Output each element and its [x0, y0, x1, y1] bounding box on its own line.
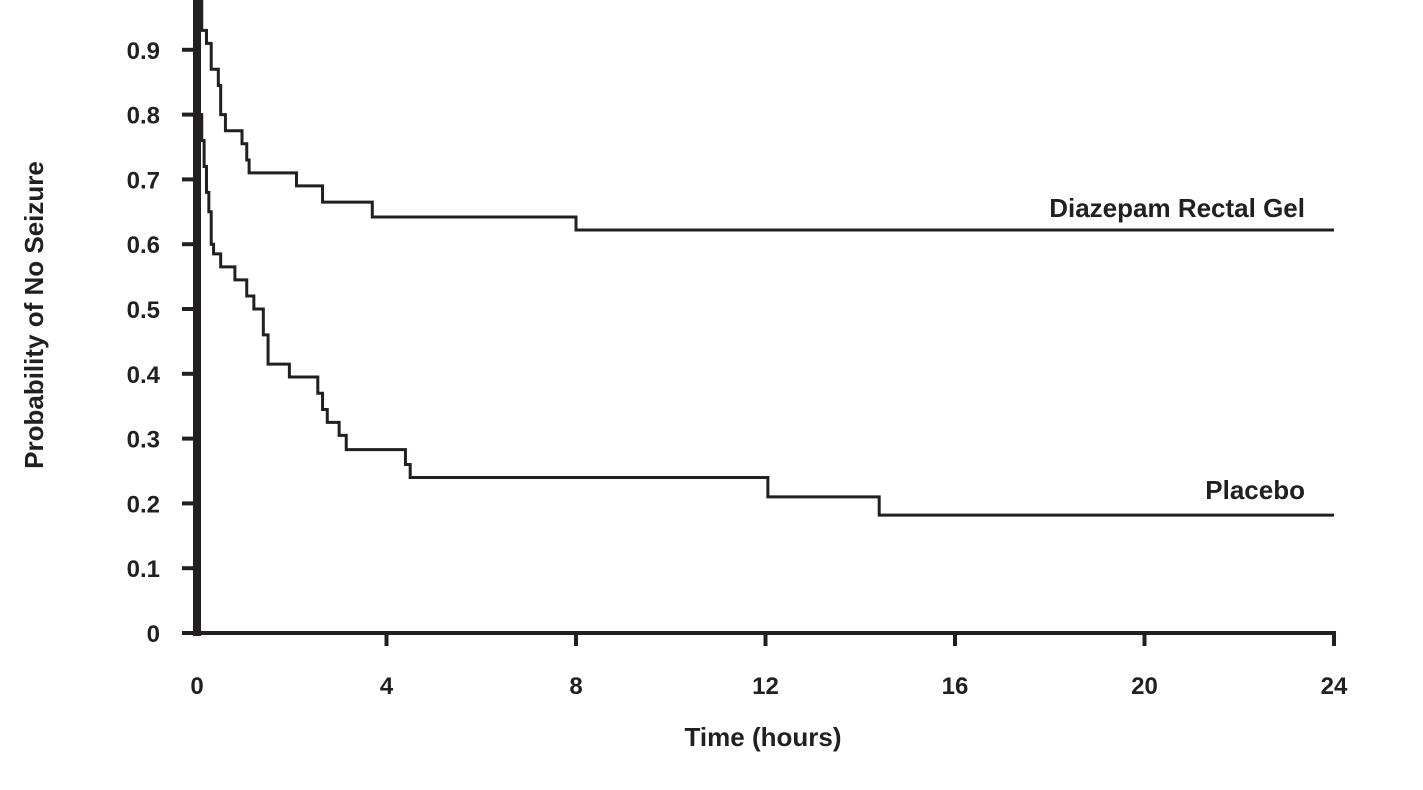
x-tick-label: 20: [1131, 673, 1158, 700]
y-axis-ticks: 0 0.1 0.2 0.3 0.4 0.5 0.6 0.7 0.8 0.9: [127, 38, 197, 648]
x-tick-label: 12: [752, 673, 779, 700]
series-label-placebo: Placebo: [1205, 475, 1305, 505]
series-label-diazepam-rectal-gel: Diazepam Rectal Gel: [1049, 193, 1305, 223]
x-axis-ticks: 0 4 8 12 16 20 24: [190, 633, 1348, 700]
y-tick-label: 0.2: [127, 491, 160, 518]
series-lines: [197, 0, 1334, 517]
x-tick-label: 24: [1321, 673, 1348, 700]
series-line-diazepam-rectal-gel: [200, 0, 1334, 232]
x-tick-label: 8: [569, 673, 582, 700]
series-labels: Diazepam Rectal Gel Placebo: [1049, 193, 1305, 505]
y-tick-label: 0: [147, 621, 160, 648]
y-tick-label: 0.3: [127, 427, 160, 454]
y-tick-label: 0.8: [127, 103, 160, 130]
y-tick-label: 0.6: [127, 232, 160, 259]
x-tick-label: 0: [190, 673, 203, 700]
x-tick-label: 4: [380, 673, 394, 700]
y-axis-title: Probability of No Seizure: [19, 161, 49, 469]
x-axis-title: Time (hours): [685, 722, 842, 752]
y-tick-label: 0.1: [127, 556, 160, 583]
y-tick-label: 0.7: [127, 167, 160, 194]
x-tick-label: 16: [942, 673, 969, 700]
y-tick-label: 0.5: [127, 297, 160, 324]
y-tick-label: 0.4: [127, 362, 161, 389]
series-line-placebo: [197, 0, 1334, 517]
y-tick-label: 0.9: [127, 38, 160, 65]
